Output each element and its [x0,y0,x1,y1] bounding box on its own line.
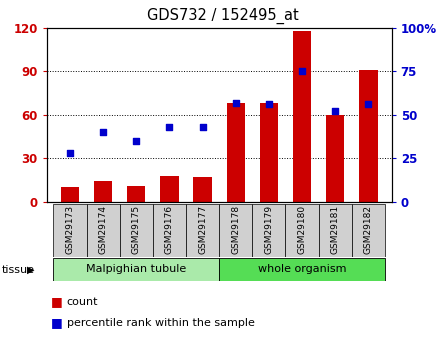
Bar [293,30,311,202]
Text: GSM29181: GSM29181 [331,205,340,254]
Point [299,68,306,74]
Text: percentile rank within the sample: percentile rank within the sample [67,318,255,327]
Text: GDS732 / 152495_at: GDS732 / 152495_at [146,8,299,23]
Text: GSM29177: GSM29177 [198,205,207,254]
Bar [252,204,286,257]
Point [365,101,372,107]
Text: ▶: ▶ [27,265,34,275]
Bar [160,176,178,202]
Bar [53,204,86,257]
Point [265,101,272,107]
Point [166,124,173,130]
Point [66,150,73,156]
Bar [219,258,385,281]
Text: GSM29179: GSM29179 [264,205,273,254]
Text: tissue: tissue [2,265,35,275]
Point [332,108,339,114]
Text: count: count [67,297,98,307]
Text: GSM29174: GSM29174 [99,205,108,254]
Text: whole organism: whole organism [258,264,346,274]
Bar [61,187,79,202]
Point [100,129,107,135]
Bar [352,204,385,257]
Bar [86,204,120,257]
Text: ■: ■ [51,295,63,308]
Bar [153,204,186,257]
Bar [120,204,153,257]
Text: GSM29176: GSM29176 [165,205,174,254]
Bar [186,204,219,257]
Point [199,124,206,130]
Text: GSM29182: GSM29182 [364,205,373,254]
Bar [53,258,219,281]
Point [133,138,140,144]
Text: Malpighian tubule: Malpighian tubule [86,264,186,274]
Text: GSM29175: GSM29175 [132,205,141,254]
Text: GSM29173: GSM29173 [65,205,74,254]
Bar [94,181,112,202]
Bar [319,204,352,257]
Bar [326,115,344,202]
Bar [127,186,146,202]
Bar [194,177,212,202]
Point [232,100,239,105]
Text: GSM29180: GSM29180 [298,205,307,254]
Text: GSM29178: GSM29178 [231,205,240,254]
Bar [260,103,278,202]
Bar [359,70,377,202]
Bar [227,103,245,202]
Bar [286,204,319,257]
Bar [219,204,252,257]
Text: ■: ■ [51,316,63,329]
